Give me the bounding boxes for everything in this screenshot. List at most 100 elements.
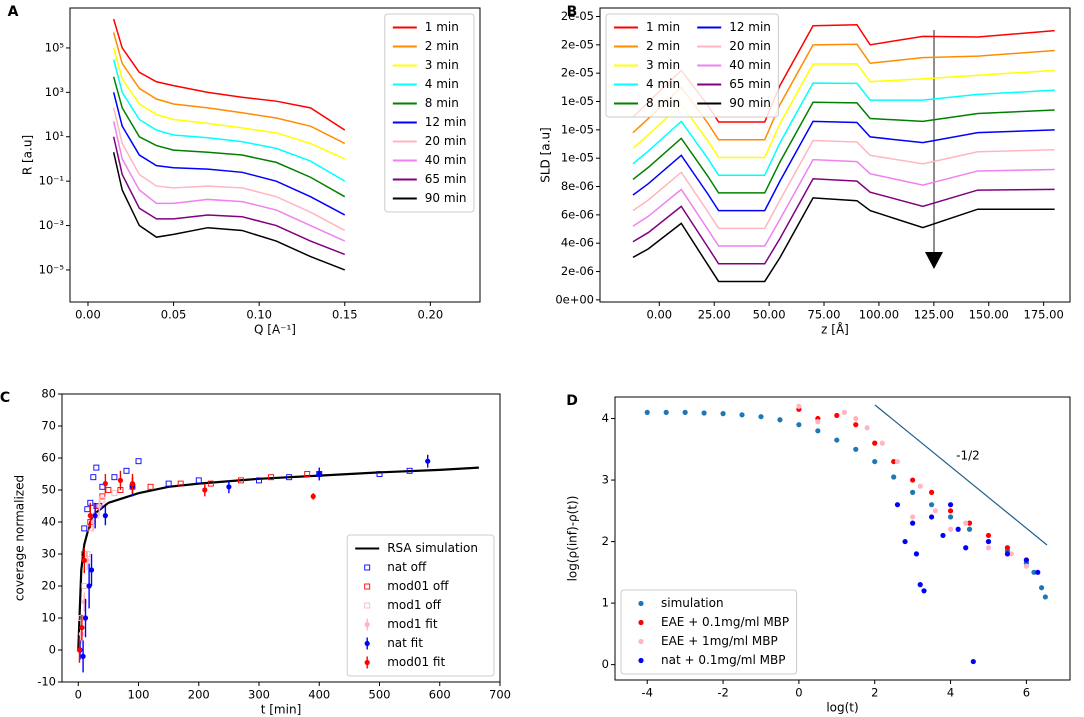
legend-label: 12 min	[729, 20, 771, 34]
legend-label: 65 min	[425, 172, 467, 186]
y-tick-label: 70	[41, 419, 56, 433]
y-tick-label: 40	[41, 515, 56, 529]
arrow-head	[925, 252, 943, 269]
y-tick-label: 0	[602, 657, 609, 671]
point	[1023, 563, 1029, 569]
legend-label: 3 min	[646, 58, 680, 72]
legend-label: 2 min	[646, 39, 680, 53]
series-line	[632, 82, 1055, 176]
y-axis-label: coverage normalized	[13, 475, 27, 601]
square-marker	[81, 525, 88, 532]
point	[879, 440, 885, 446]
point	[917, 483, 923, 489]
point	[966, 526, 973, 532]
legend-label: simulation	[661, 596, 724, 610]
legend-box	[346, 534, 495, 677]
x-tick-label: 0.15	[332, 308, 358, 322]
square-marker	[84, 506, 91, 513]
point	[872, 458, 878, 465]
point	[701, 410, 707, 416]
legend-label: 90 min	[425, 191, 467, 205]
series-line	[112, 18, 346, 131]
point	[894, 502, 901, 508]
legend-label: mod1 off	[387, 598, 441, 612]
legend-label: 8 min	[425, 96, 459, 110]
series-line	[112, 107, 346, 232]
point	[1004, 545, 1011, 551]
legend-label: 4 min	[646, 77, 680, 91]
y-tick-label: 20	[41, 579, 56, 593]
point	[1038, 585, 1045, 591]
legend-box	[620, 589, 798, 675]
x-tick-label: 0.05	[161, 308, 187, 322]
square-marker	[135, 458, 142, 465]
square-marker	[99, 496, 106, 503]
legend-label: 20 min	[425, 134, 467, 148]
panel-label: B	[567, 4, 578, 20]
x-tick-label: 75.00	[808, 308, 841, 322]
legend-swatch	[638, 638, 644, 645]
square-marker	[111, 490, 118, 497]
series-line	[112, 76, 346, 198]
x-tick-label: 150.00	[969, 308, 1009, 322]
y-axis-label: SLD [a.u]	[539, 127, 553, 183]
series-line	[632, 139, 1055, 230]
point	[834, 412, 840, 419]
y-tick-label: 50	[41, 483, 56, 497]
legend-label: EAE + 0.1mg/ml MBP	[661, 615, 789, 629]
point	[226, 484, 232, 490]
point	[79, 625, 85, 631]
legend-label: 65 min	[729, 77, 771, 91]
point	[891, 474, 897, 480]
point	[853, 422, 859, 428]
legend-label: nat off	[387, 560, 427, 574]
point	[940, 532, 946, 539]
legend-label: RSA simulation	[387, 541, 478, 555]
plot-area	[644, 403, 1048, 665]
x-tick-label: -4	[641, 686, 652, 700]
x-tick-label: 700	[489, 688, 511, 702]
y-tick-label: 60	[41, 451, 56, 465]
x-tick-label: 0	[75, 688, 82, 702]
point	[947, 526, 954, 532]
point	[644, 409, 650, 415]
y-tick-label: -10	[37, 675, 56, 689]
point	[963, 545, 969, 551]
point	[955, 526, 961, 532]
y-tick-label: 2e-05	[561, 37, 594, 51]
panel-label: C	[0, 390, 10, 406]
legend-swatch	[638, 619, 644, 626]
point	[796, 422, 802, 428]
point	[894, 458, 901, 465]
point	[720, 411, 726, 417]
y-tick-label: 80	[41, 387, 56, 401]
plot-area	[76, 454, 479, 673]
x-tick-label: 50.00	[753, 308, 786, 322]
point	[902, 538, 908, 545]
point	[92, 513, 98, 519]
plot-frame	[61, 393, 501, 683]
y-tick-label: 1e-05	[561, 94, 594, 108]
y-tick-label: 30	[41, 547, 56, 561]
point	[815, 419, 821, 425]
point	[947, 502, 954, 508]
point	[739, 412, 745, 418]
point	[80, 653, 86, 660]
point	[929, 489, 935, 495]
panel-label: A	[8, 4, 19, 20]
x-tick-label: 0.10	[246, 308, 272, 322]
y-tick-label: 10⁻¹	[39, 174, 64, 188]
legend-swatch	[364, 621, 370, 628]
point	[966, 520, 973, 526]
legend-label: 20 min	[729, 39, 771, 53]
point	[682, 409, 688, 415]
series-line	[112, 47, 346, 160]
x-tick-label: 100	[128, 688, 150, 702]
y-tick-label: 10⁻³	[39, 218, 65, 232]
square-marker	[207, 480, 214, 487]
point	[910, 514, 916, 520]
point	[929, 502, 935, 508]
series-line	[632, 158, 1055, 247]
y-tick-label: 2e-06	[561, 264, 594, 278]
